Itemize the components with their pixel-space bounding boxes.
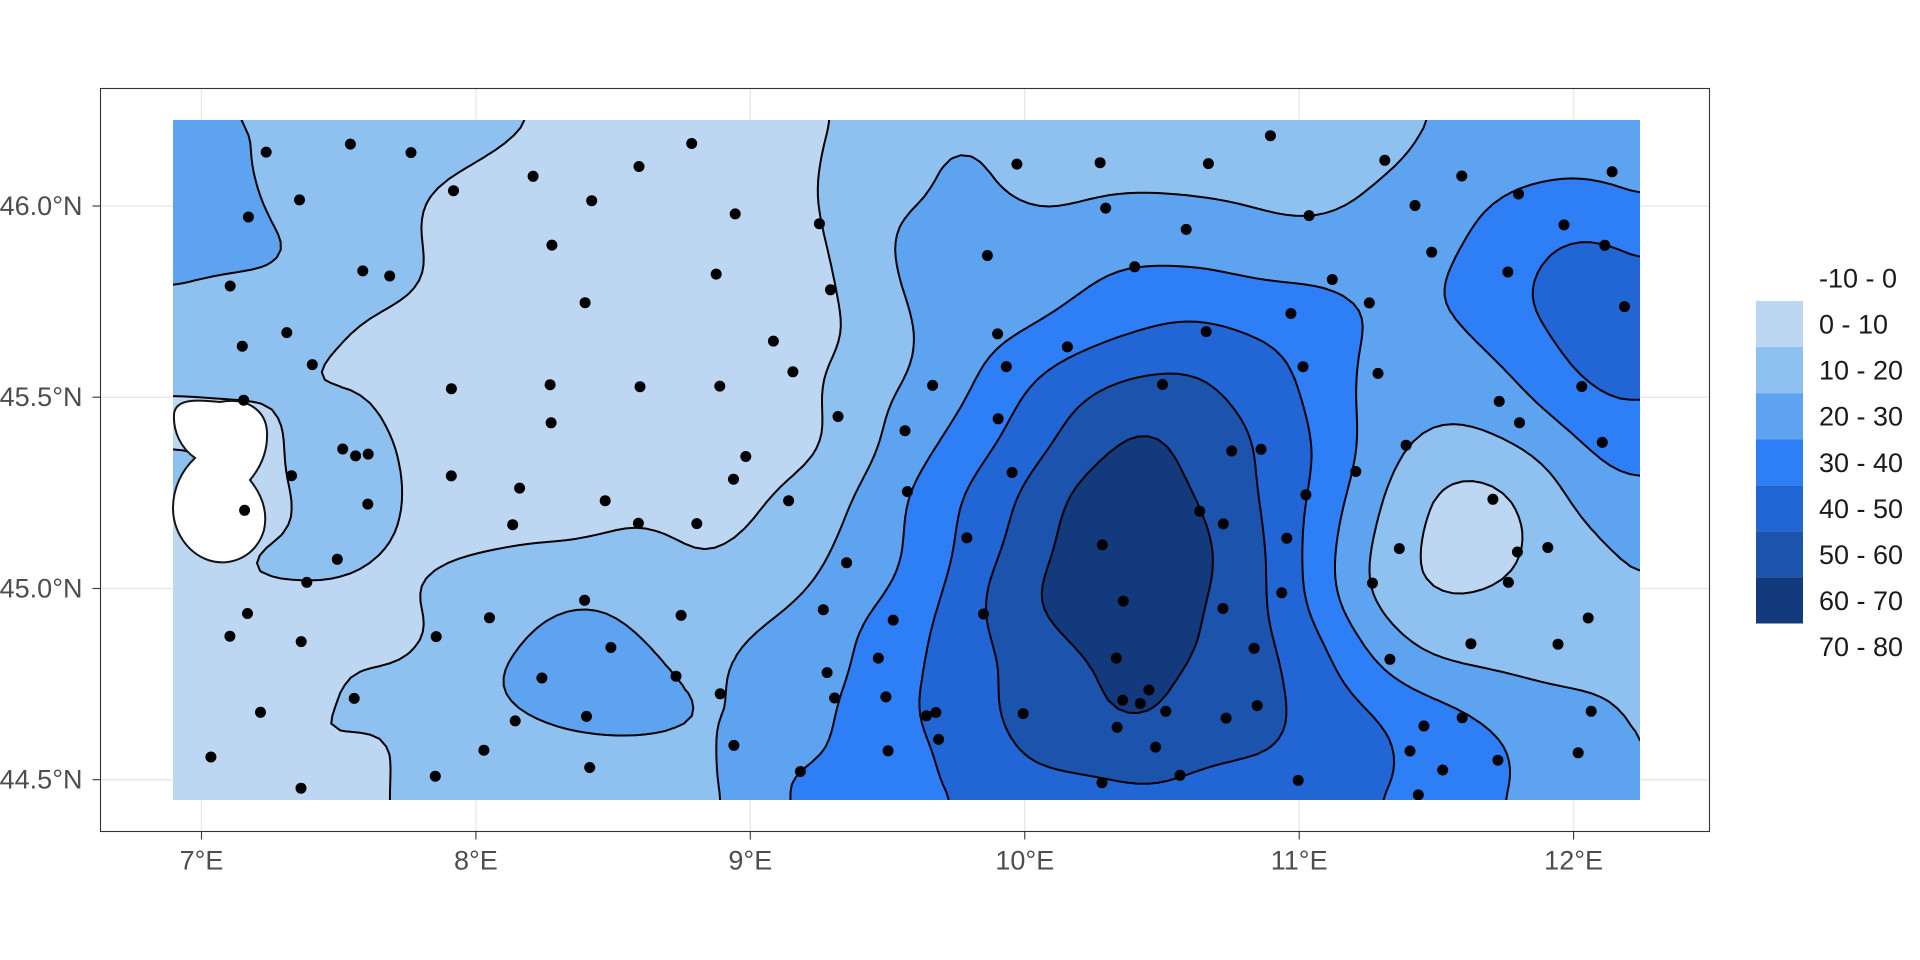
svg-text:20 - 30: 20 - 30 [1819, 402, 1903, 432]
svg-text:60 - 70: 60 - 70 [1819, 586, 1903, 616]
svg-text:0 - 10: 0 - 10 [1819, 310, 1888, 340]
svg-text:7°E: 7°E [180, 846, 224, 876]
svg-text:9°E: 9°E [728, 846, 772, 876]
svg-text:45.0°N: 45.0°N [0, 574, 83, 604]
svg-text:44.5°N: 44.5°N [0, 765, 83, 795]
svg-text:8°E: 8°E [454, 846, 498, 876]
svg-text:46.0°N: 46.0°N [0, 191, 83, 221]
svg-text:10°E: 10°E [995, 846, 1054, 876]
svg-text:12°E: 12°E [1544, 846, 1603, 876]
svg-text:45.5°N: 45.5°N [0, 382, 83, 412]
svg-text:10 - 20: 10 - 20 [1819, 356, 1903, 386]
svg-text:11°E: 11°E [1271, 846, 1328, 876]
svg-text:40 - 50: 40 - 50 [1819, 494, 1903, 524]
svg-text:70 - 80: 70 - 80 [1819, 632, 1903, 662]
svg-text:-10 - 0: -10 - 0 [1819, 263, 1897, 293]
svg-text:30 - 40: 30 - 40 [1819, 448, 1903, 478]
svg-text:50 - 60: 50 - 60 [1819, 540, 1903, 570]
